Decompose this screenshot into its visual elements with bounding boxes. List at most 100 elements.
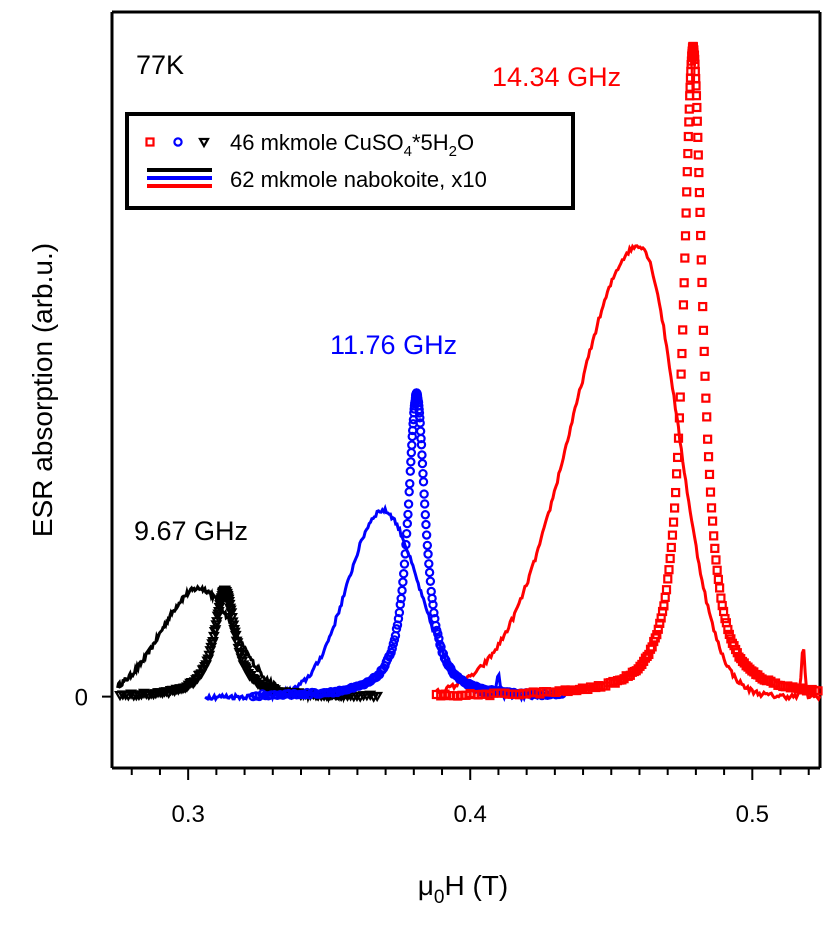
reference-point	[678, 325, 688, 335]
reference-point	[674, 413, 685, 423]
legend-entry-reference: 46 mkmole CuSO4*5H2O	[230, 130, 474, 160]
reference-point	[715, 583, 725, 593]
legend-marker-triangle	[198, 137, 210, 149]
reference-point	[684, 104, 694, 114]
reference-point	[702, 412, 712, 422]
y-axis-ticks: 0	[75, 685, 112, 712]
x-tick-label: 0.4	[454, 801, 487, 828]
reference-point	[691, 81, 701, 91]
reference-point	[693, 150, 703, 160]
reference-point	[717, 601, 727, 611]
legend-line-samples	[147, 168, 212, 188]
reference-point	[679, 278, 689, 288]
reference-point	[415, 418, 425, 428]
reference-point	[667, 530, 678, 540]
reference-series-2	[431, 41, 823, 701]
reference-point	[407, 431, 417, 442]
nabokoite-line-2	[435, 243, 822, 702]
reference-point	[661, 585, 672, 595]
reference-point	[694, 187, 705, 198]
reference-point	[677, 348, 687, 359]
reference-point	[428, 600, 438, 610]
reference-point	[663, 574, 673, 584]
y-axis-label: ESR absorption (arb.u.)	[27, 243, 58, 537]
reference-point	[672, 452, 683, 463]
reference-point	[403, 499, 414, 509]
reference-point	[664, 565, 674, 575]
reference-point	[672, 469, 682, 479]
reference-point	[424, 559, 434, 569]
reference-point	[406, 457, 416, 467]
reference-point	[405, 478, 415, 489]
reference-point	[696, 230, 706, 241]
reference-point	[401, 528, 412, 539]
reference-point	[671, 487, 681, 498]
reference-point	[398, 569, 409, 579]
reference-point	[683, 131, 693, 142]
reference-point	[386, 647, 396, 658]
reference-point	[387, 643, 397, 654]
reference-point	[416, 440, 427, 450]
reference-point	[401, 539, 411, 550]
reference-point	[418, 468, 428, 479]
reference-point	[415, 413, 425, 423]
x-tick-label: 0.5	[736, 801, 769, 828]
reference-point	[701, 393, 711, 403]
reference-point	[707, 516, 718, 526]
legend-ref-mid: *5H	[412, 130, 449, 155]
reference-point	[657, 606, 668, 617]
reference-point	[371, 691, 384, 703]
reference-point	[419, 499, 430, 509]
reference-point	[420, 510, 431, 520]
reference-point	[682, 167, 692, 177]
reference-point	[713, 574, 723, 585]
reference-point	[429, 608, 439, 618]
reference-point	[225, 608, 238, 619]
reference-point	[718, 606, 729, 617]
reference-point	[407, 440, 417, 450]
reference-point	[723, 624, 733, 635]
reference-point	[690, 54, 700, 65]
reference-point	[705, 487, 716, 497]
series-layer	[114, 41, 823, 704]
freq-label-14-34: 14.34 GHz	[492, 62, 621, 92]
reference-point	[697, 277, 707, 288]
legend-ref-end: O	[457, 130, 474, 155]
reference-point	[681, 208, 691, 218]
legend-ref-sub1: 4	[404, 143, 412, 160]
reference-point	[405, 466, 416, 476]
reference-point	[695, 207, 705, 217]
legend-ref-main: 46 mkmole CuSO	[230, 130, 404, 155]
reference-point	[647, 642, 657, 652]
legend-entry-nabokoite: 62 mkmole nabokoite, x10	[230, 167, 487, 192]
temperature-annotation: 77K	[136, 50, 184, 80]
reference-point	[422, 540, 433, 551]
reference-point	[706, 503, 717, 513]
reference-point	[364, 690, 377, 701]
y-tick-label: 0	[75, 685, 88, 712]
reference-point	[652, 630, 662, 640]
reference-point	[693, 132, 703, 142]
legend-box	[125, 112, 575, 210]
reference-point	[396, 593, 406, 604]
reference-point	[675, 392, 685, 402]
reference-point	[699, 346, 709, 357]
reference-point	[431, 620, 441, 631]
x-axis-ticks: 0.3 0.4 0.5	[130, 768, 810, 828]
plot-frame	[110, 10, 822, 770]
x-tick-label: 0.3	[171, 801, 204, 828]
reference-point	[698, 325, 709, 335]
reference-point	[696, 255, 706, 265]
reference-point	[659, 601, 669, 611]
reference-point	[389, 635, 400, 645]
reference-point	[703, 452, 714, 462]
reference-point	[433, 629, 443, 639]
reference-point	[703, 434, 713, 444]
reference-point	[660, 592, 670, 602]
reference-point	[231, 638, 244, 649]
reference-series-1	[248, 388, 567, 702]
reference-point	[694, 167, 704, 178]
reference-point	[394, 607, 405, 618]
legend-marker-circle	[173, 137, 183, 147]
reference-point	[700, 371, 710, 381]
